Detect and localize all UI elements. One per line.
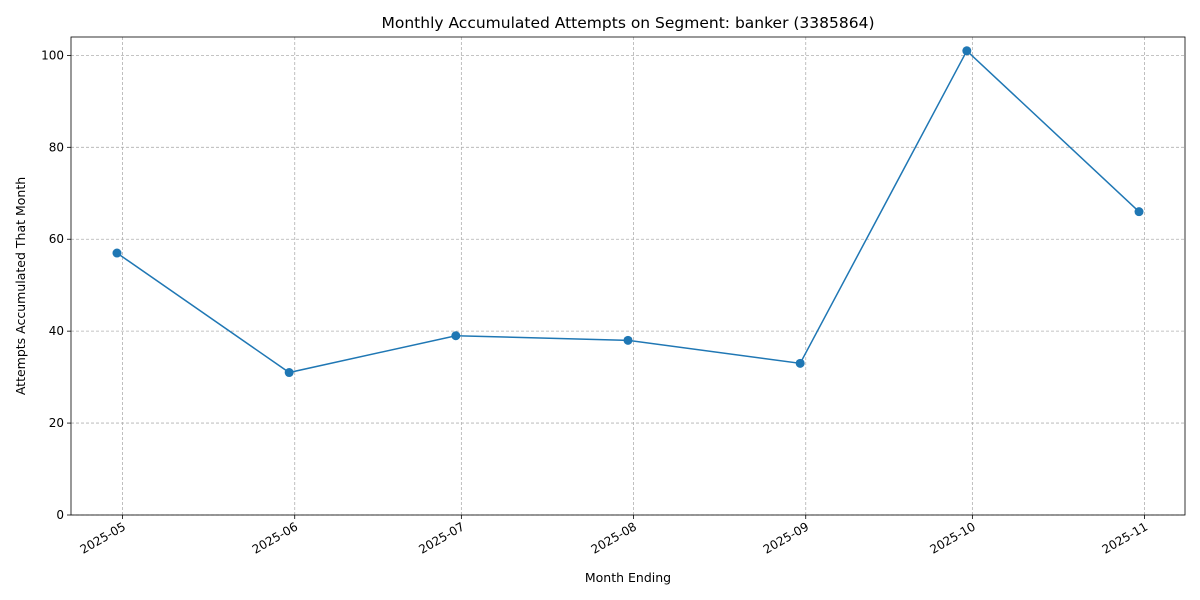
- grid-layer: [71, 37, 1185, 516]
- x-tick-label: 2025-11: [1100, 519, 1150, 556]
- x-tick-label: 2025-06: [250, 519, 300, 556]
- x-tick-label: 2025-05: [78, 519, 128, 556]
- data-point: [284, 368, 294, 378]
- series-layer: [112, 46, 1144, 378]
- x-tick-label: 2025-10: [927, 519, 977, 556]
- data-point: [962, 46, 972, 56]
- x-axis-label: Month Ending: [585, 570, 671, 585]
- y-axis-label: Attempts Accumulated That Month: [13, 177, 28, 395]
- x-tick-label: 2025-08: [589, 519, 639, 556]
- data-point: [112, 248, 122, 258]
- y-tick-label: 60: [49, 232, 64, 246]
- y-tick-label: 20: [49, 416, 64, 430]
- x-tick-label: 2025-07: [416, 519, 466, 556]
- y-tick-label: 40: [49, 324, 64, 338]
- data-point: [1134, 207, 1144, 217]
- data-point: [623, 335, 633, 345]
- plot-frame: [70, 36, 1186, 516]
- x-tick-label: 2025-09: [761, 519, 811, 556]
- data-point: [795, 358, 805, 368]
- axes-layer: 0 20 40 60 80 100 2025-05 2025-06 2025-07 2025-08…: [41, 36, 1186, 557]
- y-tick-label: 100: [41, 48, 64, 62]
- chart-title: Monthly Accumulated Attempts on Segment:…: [381, 14, 874, 32]
- data-point: [451, 331, 461, 341]
- y-tick-label: 0: [56, 508, 64, 522]
- series-line: [116, 49, 1140, 374]
- y-tick-label: 80: [49, 140, 64, 154]
